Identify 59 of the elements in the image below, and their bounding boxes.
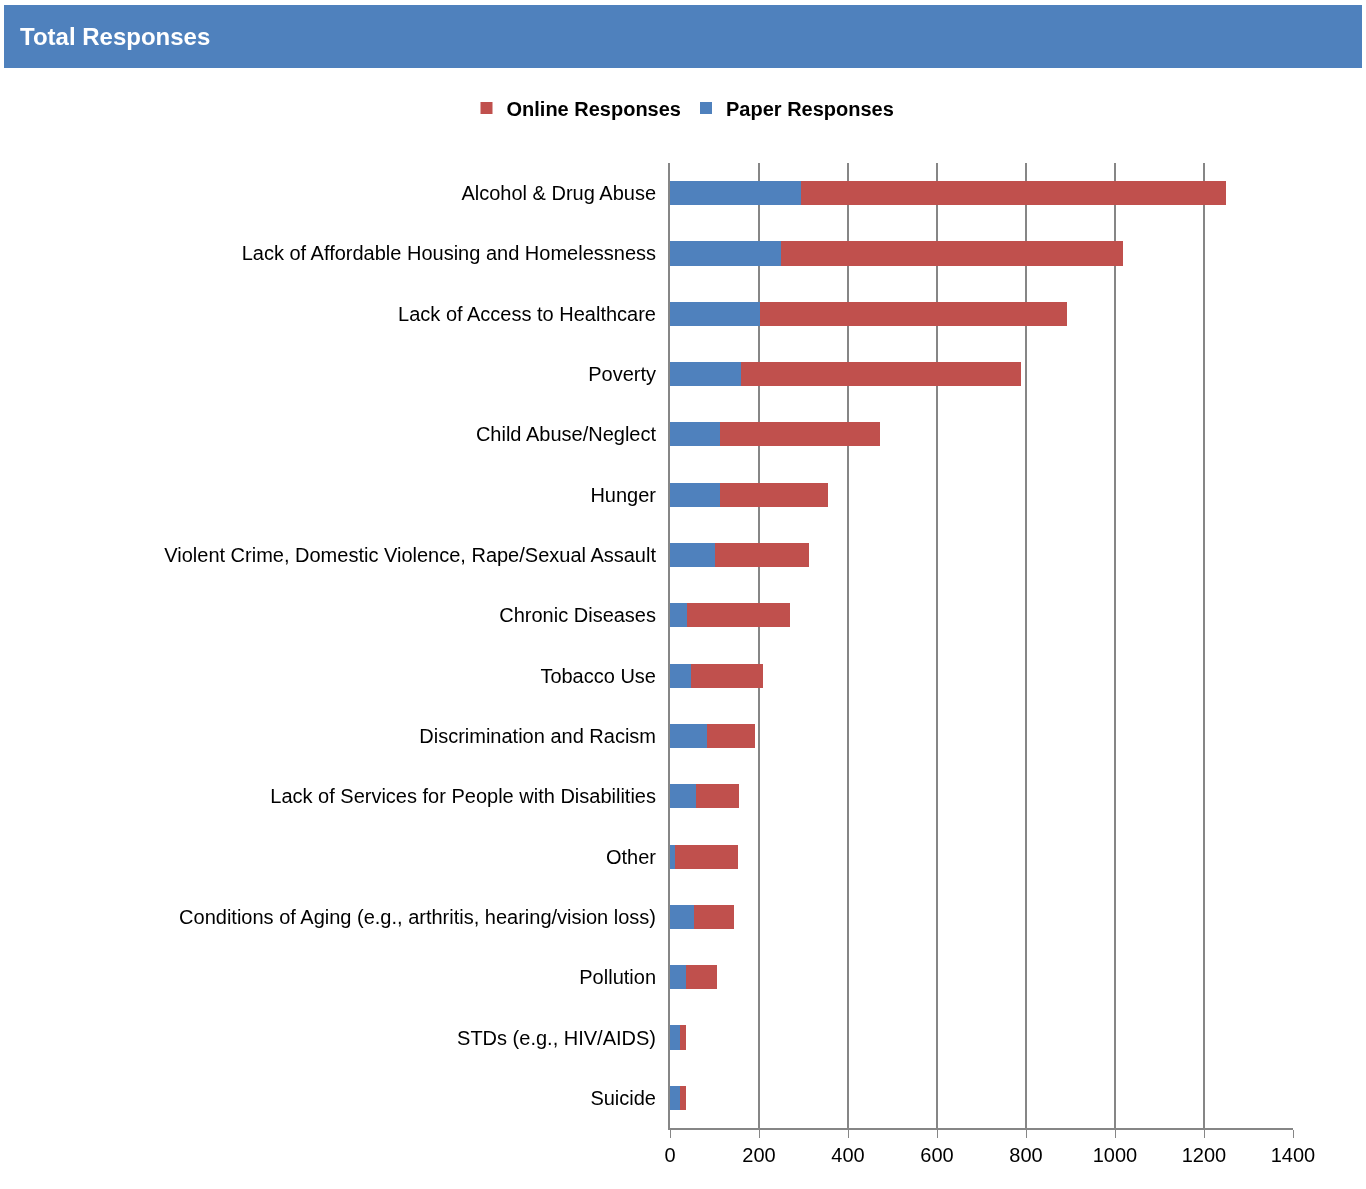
bar: [670, 784, 697, 809]
bar: [670, 241, 781, 266]
y-tick-label: Hunger: [590, 483, 657, 506]
y-tick-label: Violent Crime, Domestic Violence, Rape/Sexual Assault: [164, 544, 657, 567]
bar: [670, 1085, 680, 1110]
bar: [760, 301, 1067, 326]
y-tick-label: Conditions of Aging (e.g., arthritis, hearing/vision loss): [179, 905, 656, 928]
bar: [670, 844, 676, 869]
bar: [690, 663, 763, 688]
y-tick-label: STDs (e.g., HIV/AIDS): [457, 1026, 656, 1049]
y-tick-label: Tobacco Use: [540, 664, 656, 687]
bar: [670, 181, 801, 206]
y-tick-label: Lack of Access to Healthcare: [398, 302, 656, 325]
bar: [707, 723, 755, 749]
x-tick-label: 600: [920, 1144, 954, 1166]
y-tick-label: Discrimination and Racism: [419, 724, 656, 747]
bar: [670, 663, 691, 688]
bar: [694, 904, 734, 929]
y-tick-label: Suicide: [590, 1086, 656, 1109]
legend-label: Paper Responses: [726, 97, 894, 120]
text: Total Responses: [20, 23, 211, 51]
y-tick-label: Lack of Services for People with Disabilities: [270, 785, 656, 808]
y-tick-label: Other: [605, 845, 657, 868]
bar: [670, 603, 687, 628]
x-tick-label: 1200: [1181, 1144, 1227, 1166]
bar: [670, 904, 695, 929]
bar: [670, 723, 708, 749]
bar: [720, 482, 828, 507]
bar: [741, 362, 1021, 387]
x-tick-label: 400: [831, 1144, 865, 1166]
bar: [670, 422, 720, 447]
legend-label: Online Responses: [506, 97, 681, 120]
bar: [715, 542, 809, 568]
bar: [670, 965, 687, 990]
y-tick-label: Lack of Affordable Housing and Homelessness: [241, 242, 656, 265]
bar: [719, 422, 880, 447]
bar: [686, 965, 717, 990]
x-tick-label: 0: [664, 1144, 676, 1166]
y-tick-label: Child Abuse/Neglect: [475, 423, 657, 446]
bar: [670, 482, 721, 507]
bar: [670, 542, 716, 568]
y-tick-label: Poverty: [588, 363, 656, 386]
bar: [670, 301, 761, 326]
bar: [670, 362, 742, 387]
x-tick-label: 1000: [1092, 1144, 1138, 1166]
bar: [670, 1025, 680, 1050]
bar: [696, 784, 740, 809]
x-tick-label: 800: [1009, 1144, 1043, 1166]
bar: [679, 1085, 687, 1110]
bar: [780, 241, 1123, 266]
x-tick-label: 200: [742, 1144, 776, 1166]
y-tick-label: Pollution: [579, 966, 656, 989]
bar: [686, 603, 791, 628]
y-tick-label: Alcohol & Drug Abuse: [461, 182, 656, 205]
bar: [800, 181, 1226, 206]
x-tick-label: 1400: [1270, 1144, 1316, 1166]
bar: [679, 1025, 687, 1050]
bar: [675, 844, 738, 869]
y-tick-label: Chronic Diseases: [499, 604, 656, 627]
